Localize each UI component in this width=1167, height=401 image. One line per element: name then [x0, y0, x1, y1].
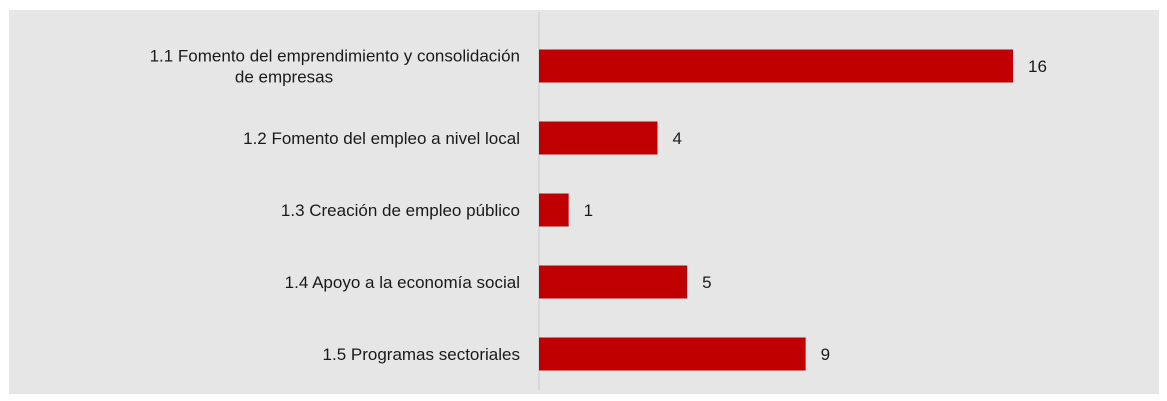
- value-label-4: 5: [702, 273, 711, 292]
- value-label-2: 4: [673, 129, 682, 148]
- category-label-2: 1.2 Fomento del empleo a nivel local: [243, 129, 520, 148]
- category-label-3: 1.3 Creación de empleo público: [281, 201, 520, 220]
- bar-chart: 16 1.1 Fomento del emprendimiento y conso…: [150, 12, 1047, 390]
- category-label-5: 1.5 Programas sectoriales: [323, 345, 520, 364]
- bar-3: [539, 193, 569, 227]
- value-label-5: 9: [821, 345, 830, 364]
- category-label-4: 1.4 Apoyo a la economía social: [285, 273, 520, 292]
- category-label-1-line-2: de empresas: [235, 68, 333, 87]
- value-label-1: 16: [1028, 57, 1047, 76]
- bar-4: [539, 265, 688, 299]
- bar-2: [539, 121, 658, 155]
- chart-area: 16 1.1 Fomento del emprendimiento y conso…: [9, 10, 1159, 394]
- category-label-1-line-1: 1.1 Fomento del emprendimiento y consoli…: [150, 47, 520, 66]
- bar-5: [539, 337, 806, 371]
- bar-1: [539, 49, 1013, 83]
- value-label-3: 1: [584, 201, 593, 220]
